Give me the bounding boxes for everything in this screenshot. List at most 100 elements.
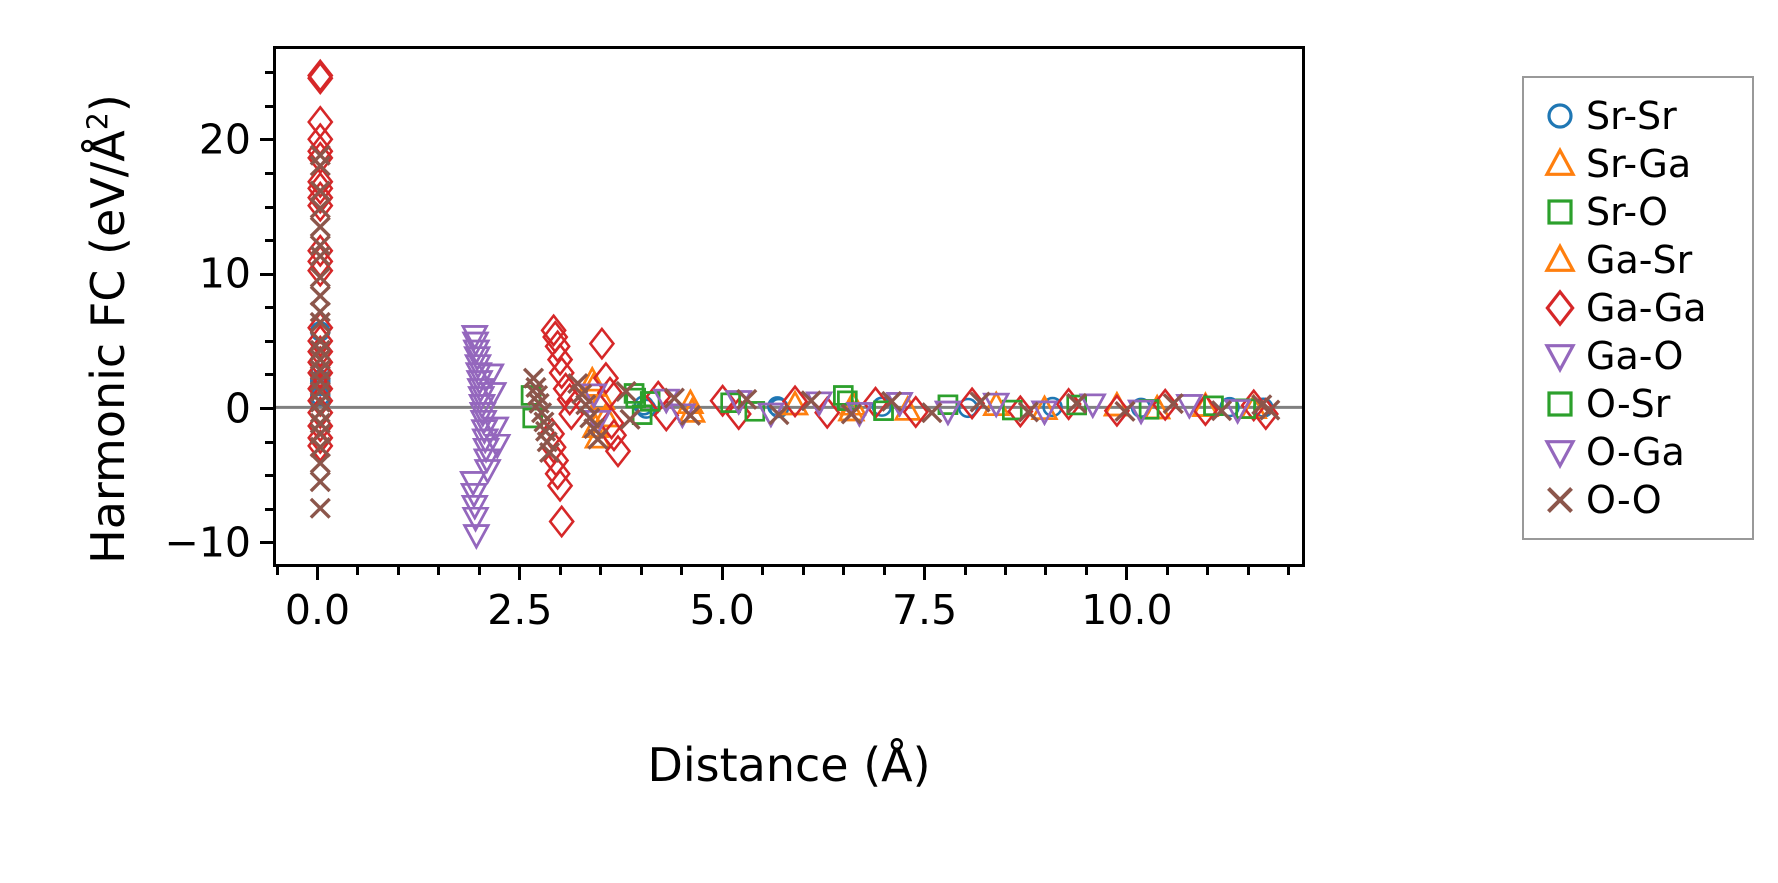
data-point — [1066, 392, 1088, 414]
x-tick-label: 10.0 — [1081, 586, 1173, 634]
x-tick-minor — [1287, 567, 1291, 575]
data-point — [463, 346, 492, 372]
data-point — [307, 105, 334, 139]
data-point — [307, 164, 334, 199]
series-ga-o — [459, 325, 1252, 550]
x-tick-major — [518, 567, 522, 580]
scatter-svg — [276, 58, 1302, 550]
legend-item-sr-o[interactable]: Sr-O — [1534, 188, 1742, 236]
data-point — [958, 386, 986, 421]
x-tick-major — [720, 567, 724, 580]
x-axis-label: Distance (Å) — [647, 738, 931, 792]
data-point — [933, 400, 962, 427]
data-point — [548, 356, 575, 390]
data-point — [1223, 399, 1252, 425]
data-point — [309, 180, 331, 202]
data-point — [1203, 395, 1224, 416]
y-tick-minor — [265, 373, 273, 377]
data-point — [539, 441, 561, 464]
data-point — [544, 456, 571, 491]
y-tick-label: −10 — [164, 518, 251, 567]
y-tick-major — [260, 407, 273, 411]
series-o-ga — [459, 325, 1252, 550]
y-tick-minor — [265, 507, 273, 511]
data-point — [309, 436, 331, 458]
legend-item-label: O-Ga — [1586, 430, 1685, 474]
y-axis-label-close: ) — [81, 94, 135, 113]
data-point — [309, 144, 331, 166]
y-tick-minor — [265, 306, 273, 310]
x-tick-minor — [1044, 567, 1048, 575]
legend-marker-glyph — [1547, 391, 1573, 417]
x-tick-major — [923, 567, 927, 580]
data-point — [471, 428, 500, 455]
data-point — [479, 382, 508, 408]
x-tick-label: 7.5 — [891, 586, 958, 634]
data-point — [592, 361, 620, 395]
data-point — [1259, 399, 1281, 421]
data-point — [548, 504, 575, 539]
data-point — [307, 180, 334, 215]
data-point — [768, 404, 790, 426]
data-point — [902, 395, 929, 429]
y-tick-minor — [265, 339, 273, 343]
data-point — [805, 391, 834, 418]
data-point — [307, 58, 334, 93]
data-point — [1078, 393, 1107, 420]
x-tick-minor — [882, 567, 886, 575]
data-point — [579, 383, 608, 410]
triangle-down-icon — [1534, 334, 1586, 378]
data-point — [309, 216, 331, 238]
data-point — [461, 506, 490, 533]
data-point — [587, 428, 609, 450]
data-point — [982, 392, 1011, 419]
data-point — [615, 380, 637, 402]
legend-marker-glyph — [1544, 242, 1576, 272]
legend-item-o-ga[interactable]: O-Ga — [1534, 428, 1742, 476]
legend-marker-glyph — [1547, 103, 1573, 129]
legend-marker-glyph — [1545, 289, 1575, 327]
legend-item-label: Sr-O — [1586, 190, 1668, 234]
data-point — [596, 376, 624, 410]
data-point — [309, 311, 331, 333]
y-tick-minor — [265, 71, 273, 75]
data-point — [307, 61, 334, 95]
legend-marker-glyph — [1547, 487, 1573, 513]
data-point — [309, 266, 331, 288]
legend-item-ga-sr[interactable]: Ga-Sr — [1534, 236, 1742, 284]
legend-item-ga-ga[interactable]: Ga-Ga — [1534, 284, 1742, 332]
legend-marker-glyph — [1547, 199, 1573, 225]
legend-item-o-o[interactable]: O-O — [1534, 476, 1742, 524]
x-tick-minor — [639, 567, 643, 575]
y-axis-label-exponent: 2 — [81, 112, 115, 131]
legend-item-label: Ga-O — [1586, 334, 1684, 378]
data-point — [307, 233, 334, 268]
data-point — [309, 197, 331, 219]
data-point — [1007, 394, 1034, 429]
data-point — [526, 384, 549, 406]
data-point — [736, 388, 758, 410]
y-tick-minor — [265, 239, 273, 243]
x-tick-minor — [356, 567, 360, 575]
data-point — [840, 403, 862, 425]
plot-area — [273, 46, 1305, 567]
legend-item-label: Sr-Ga — [1586, 142, 1692, 186]
legend-item-o-sr[interactable]: O-Sr — [1534, 380, 1742, 428]
data-point — [520, 385, 542, 406]
data-point — [1030, 394, 1059, 420]
legend-item-label: Ga-Sr — [1586, 238, 1693, 282]
legend-item-sr-sr[interactable]: Sr-Sr — [1534, 92, 1742, 140]
legend-item-sr-ga[interactable]: Sr-Ga — [1534, 140, 1742, 188]
x-tick-minor — [1004, 567, 1008, 575]
triangle-up-icon — [1534, 142, 1586, 186]
legend-item-label: Sr-Sr — [1586, 94, 1677, 138]
series-o-o — [309, 144, 1281, 519]
data-point — [957, 397, 979, 419]
data-point — [309, 155, 331, 177]
legend-item-ga-o[interactable]: Ga-O — [1534, 332, 1742, 380]
data-point — [307, 324, 334, 358]
data-point — [469, 410, 498, 436]
data-point — [1002, 399, 1023, 421]
square-icon — [1534, 190, 1586, 234]
